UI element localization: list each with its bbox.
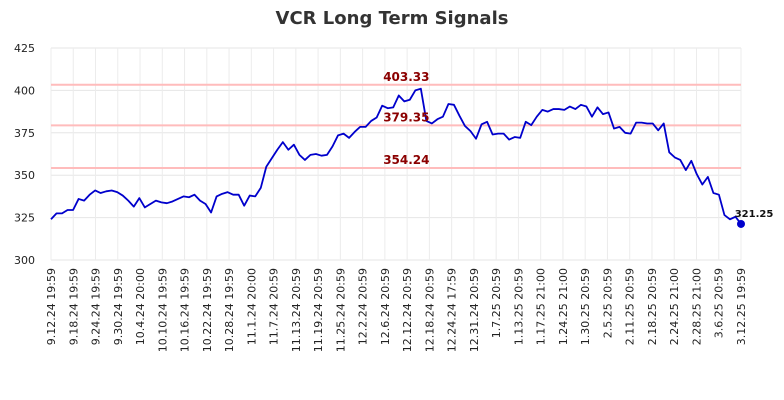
x-tick-label: 12.24.24 17:59 <box>446 268 459 352</box>
signal-label: 354.24 <box>383 153 429 167</box>
grid <box>50 47 742 261</box>
y-tick-label: 400 <box>14 84 35 97</box>
x-tick-label: 9.18.24 19:59 <box>67 268 80 345</box>
x-tick-label: 1.17.25 21:00 <box>535 268 548 345</box>
y-tick-label: 375 <box>14 127 35 140</box>
x-tick-label: 11.25.24 20:59 <box>334 268 347 352</box>
x-tick-label: 12.31.24 20:59 <box>468 268 481 352</box>
x-tick-label: 11.1.24 20:00 <box>245 268 258 345</box>
x-tick-label: 11.13.24 20:59 <box>290 268 303 352</box>
x-tick-label: 2.18.25 20:59 <box>646 268 659 345</box>
x-tick-label: 3.6.25 20:59 <box>713 268 726 338</box>
series-line <box>50 87 742 225</box>
x-tick-label: 12.6.24 20:59 <box>379 268 392 345</box>
last-point-marker <box>737 219 745 228</box>
x-tick-label: 1.7.25 20:59 <box>490 268 503 338</box>
y-tick-label: 425 <box>14 42 35 55</box>
x-tick-label: 11.19.24 20:59 <box>312 268 325 352</box>
last-value-label: 321.25 <box>735 209 774 220</box>
x-tick-label: 10.16.24 19:59 <box>179 268 192 352</box>
y-tick-label: 325 <box>14 212 35 225</box>
x-tick-label: 12.2.24 20:59 <box>357 268 370 345</box>
signal-lines <box>51 83 741 170</box>
x-tick-label: 1.24.25 21:00 <box>557 268 570 345</box>
x-tick-label: 1.13.25 20:59 <box>512 268 525 345</box>
x-tick-label: 9.12.24 19:59 <box>45 268 58 345</box>
annotations: 403.33 379.35 354.24 321.25 <box>383 70 773 220</box>
x-tick-label: 2.5.25 20:59 <box>601 268 614 338</box>
x-tick-label: 10.28.24 19:59 <box>223 268 236 352</box>
x-tick-label: 9.30.24 19:59 <box>112 268 125 345</box>
x-tick-label: 2.28.25 21:00 <box>690 268 703 345</box>
x-tick-label: 12.12.24 20:59 <box>401 268 414 352</box>
x-tick-label: 10.4.24 20:00 <box>134 268 147 345</box>
signal-label: 403.33 <box>383 70 429 84</box>
signal-label: 379.35 <box>383 110 429 124</box>
x-tick-label: 1.30.25 20:59 <box>579 268 592 345</box>
y-tick-label: 350 <box>14 169 35 182</box>
x-tick-label: 2.24.25 21:00 <box>668 268 681 345</box>
x-tick-label: 10.22.24 19:59 <box>201 268 214 352</box>
x-tick-label: 9.24.24 19:59 <box>90 268 103 345</box>
y-tick-label: 300 <box>14 254 35 267</box>
x-tick-label: 2.11.25 20:59 <box>624 268 637 345</box>
x-tick-label: 12.18.24 20:59 <box>423 268 436 352</box>
x-axis: 9.12.24 19:59 9.18.24 19:59 9.24.24 19:59 9… <box>45 268 748 352</box>
x-tick-label: 10.10.24 19:59 <box>156 268 169 352</box>
series <box>50 87 745 228</box>
y-axis: 300 325 350 375 400 425 <box>14 42 35 267</box>
x-tick-label: 11.7.24 20:59 <box>268 268 281 345</box>
chart-title: VCR Long Term Signals <box>275 8 509 29</box>
x-tick-label: 3.12.25 19:59 <box>735 268 748 345</box>
